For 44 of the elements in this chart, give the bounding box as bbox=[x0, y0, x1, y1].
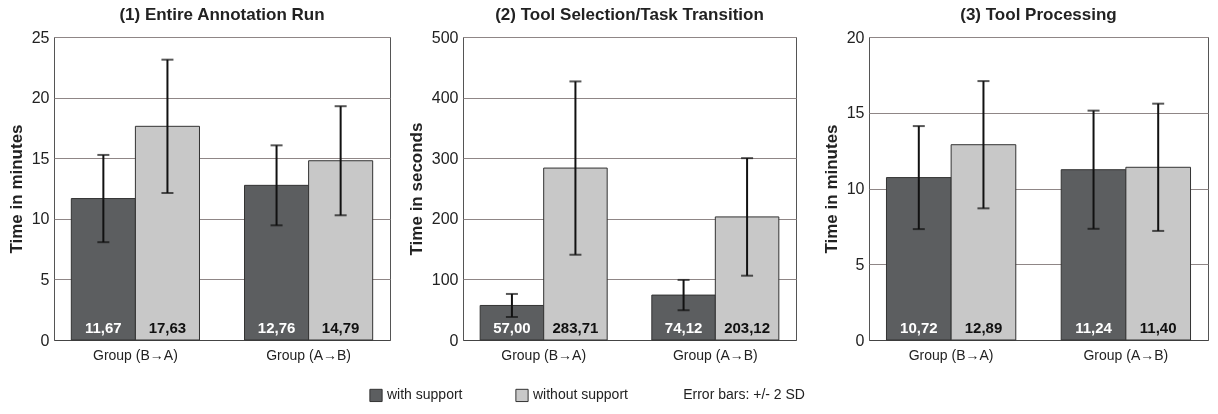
data-label: 14,79 bbox=[321, 319, 360, 336]
y-tick-label: 400 bbox=[431, 89, 459, 107]
y-axis-title: Time in minutes bbox=[6, 124, 26, 254]
data-label: 17,63 bbox=[148, 319, 187, 336]
legend-label: without support bbox=[532, 386, 629, 403]
y-tick-label: 0 bbox=[449, 331, 459, 349]
y-tick-label: 100 bbox=[431, 270, 459, 288]
chart-title: (3) Tool Processing bbox=[960, 5, 1117, 24]
y-tick-label: 0 bbox=[855, 331, 865, 349]
legend-label: with support bbox=[386, 386, 463, 403]
x-tick-label: Group (B→A) bbox=[93, 346, 178, 363]
y-tick-label: 500 bbox=[431, 28, 459, 46]
data-label: 57,00 bbox=[493, 319, 531, 336]
y-tick-label: 10 bbox=[846, 180, 865, 197]
data-label: 11,67 bbox=[85, 319, 122, 336]
y-tick-label: 5 bbox=[40, 270, 50, 288]
x-tick-label: Group (A→B) bbox=[672, 346, 758, 363]
data-label: 11,40 bbox=[1139, 319, 1177, 336]
y-axis-title: Time in minutes bbox=[821, 124, 841, 254]
x-tick-label: Group (B→A) bbox=[908, 346, 994, 363]
y-tick-label: 20 bbox=[846, 28, 865, 46]
y-axis-title: Time in seconds bbox=[406, 122, 426, 256]
data-label: 12,76 bbox=[257, 319, 296, 336]
y-tick-label: 20 bbox=[31, 89, 50, 107]
data-label: 10,72 bbox=[900, 319, 938, 336]
y-tick-label: 200 bbox=[431, 210, 459, 228]
y-tick-label: 25 bbox=[31, 28, 50, 46]
x-tick-label: Group (A→B) bbox=[266, 346, 351, 363]
data-label: 203,12 bbox=[724, 319, 771, 336]
y-tick-label: 15 bbox=[31, 149, 50, 167]
y-tick-label: 10 bbox=[31, 210, 50, 228]
x-tick-label: Group (B→A) bbox=[501, 346, 587, 363]
data-label: 283,71 bbox=[552, 319, 599, 336]
y-tick-label: 300 bbox=[431, 149, 459, 167]
text: Error bars: +/- 2 SD bbox=[683, 386, 805, 402]
data-label: 74,12 bbox=[664, 319, 703, 336]
data-label: 11,24 bbox=[1075, 319, 1113, 336]
data-label: 12,89 bbox=[964, 319, 1003, 336]
chart-title: (1) Entire Annotation Run bbox=[119, 5, 325, 24]
chart-title: (2) Tool Selection/Task Transition bbox=[495, 5, 764, 24]
y-tick-label: 15 bbox=[846, 104, 865, 122]
y-tick-label: 5 bbox=[855, 255, 865, 273]
y-tick-label: 0 bbox=[40, 331, 50, 349]
x-tick-label: Group (A→B) bbox=[1083, 346, 1169, 363]
